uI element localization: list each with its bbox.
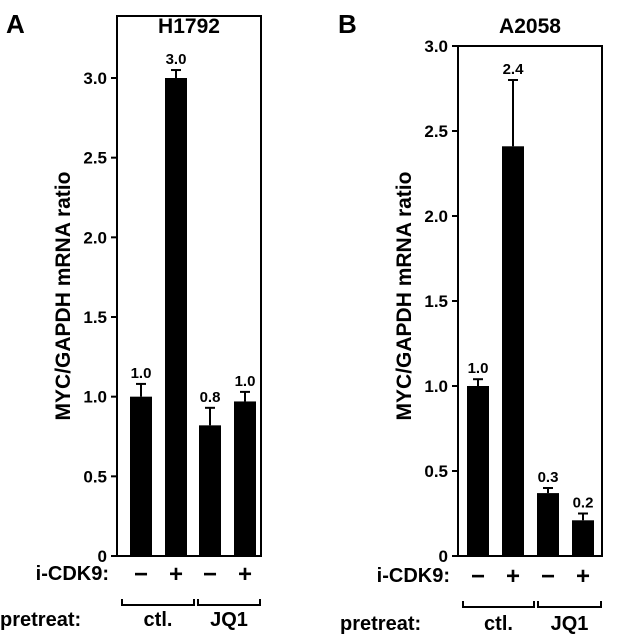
panel-b-ylabel: MYC/GAPDH mRNA ratio: [393, 172, 416, 421]
panel-b-data-label: 2.4: [503, 61, 525, 78]
panel-a-ytick-label: 1.5: [83, 308, 107, 327]
panel-b-icdk9-sign: +: [506, 563, 520, 590]
panel-b-group-bracket: [462, 601, 535, 608]
panel-a-ylabel: MYC/GAPDH mRNA ratio: [52, 172, 75, 421]
panel-b-pretreat-group: ctl.: [484, 613, 513, 635]
panel-b-pretreat-label: pretreat:: [340, 613, 421, 635]
panel-a-plot-frame: [116, 15, 262, 557]
panel-b-group-bracket: [537, 601, 602, 608]
panel-b-ytick-label: 3.0: [424, 37, 448, 56]
panel-a-bar: [199, 425, 221, 556]
panel-a-pretreat-group: ctl.: [144, 609, 173, 631]
panel-a-pretreat-group: JQ1: [210, 609, 248, 631]
panel-a-bar: [234, 401, 256, 556]
panel-b-ytick-label: 0.5: [424, 462, 448, 481]
panel-b-icdk9-sign: +: [576, 563, 590, 590]
panel-a-ytick-label: 2.0: [83, 228, 107, 247]
panel-b-ytick-label: 1.5: [424, 292, 448, 311]
panel-b-icdk9-sign: −: [541, 563, 555, 590]
panel-b-bar: [537, 493, 559, 556]
panel-a-icdk9-sign: −: [134, 561, 148, 588]
panel-a-group-bracket: [121, 599, 195, 606]
panel-a-letter: A: [6, 9, 25, 39]
panel-a-icdk9-sign: −: [203, 561, 217, 588]
panel-a-icdk9-sign: +: [169, 561, 183, 588]
panel-b-bar: [572, 520, 594, 556]
panel-a-icdk9-sign: +: [238, 561, 252, 588]
panel-a-bar: [165, 78, 187, 556]
panel-b-data-label: 0.2: [573, 495, 594, 512]
panel-a-title: H1792: [158, 15, 220, 38]
panel-a-ytick-label: 1.0: [83, 388, 107, 407]
panel-b-bar: [502, 146, 524, 557]
panel-a-data-label: 0.8: [200, 389, 221, 406]
panel-a-data-label: 1.0: [131, 365, 152, 382]
panel-b-icdk9-sign: −: [471, 563, 485, 590]
panel-a-ytick-label: 0: [98, 547, 107, 566]
panel-a-ytick-label: 3.0: [83, 69, 107, 88]
panel-a-pretreat-label: pretreat:: [0, 609, 81, 631]
panel-b-pretreat-group: JQ1: [551, 613, 589, 635]
panel-a-icdk9-label: i-CDK9:: [36, 563, 109, 585]
panel-a-ytick-label: 0.5: [83, 467, 107, 486]
panel-b-ytick-label: 1.0: [424, 377, 448, 396]
panel-b-ytick-label: 2.0: [424, 207, 448, 226]
panel-b-bar: [467, 386, 489, 556]
panel-b-ytick-label: 0: [439, 547, 448, 566]
panel-b-ytick-label: 2.5: [424, 122, 448, 141]
panel-a-data-label: 1.0: [235, 373, 256, 390]
panel-a-ytick-label: 2.5: [83, 149, 107, 168]
panel-b-data-label: 1.0: [468, 360, 489, 377]
panel-b-letter: B: [338, 9, 357, 39]
panel-b-title: A2058: [499, 15, 561, 38]
panel-a-bar: [130, 396, 152, 556]
panel-b-icdk9-label: i-CDK9:: [377, 565, 450, 587]
panel-b-data-label: 0.3: [538, 469, 559, 486]
panel-a-data-label: 3.0: [166, 51, 187, 68]
panel-a-group-bracket: [197, 599, 261, 606]
